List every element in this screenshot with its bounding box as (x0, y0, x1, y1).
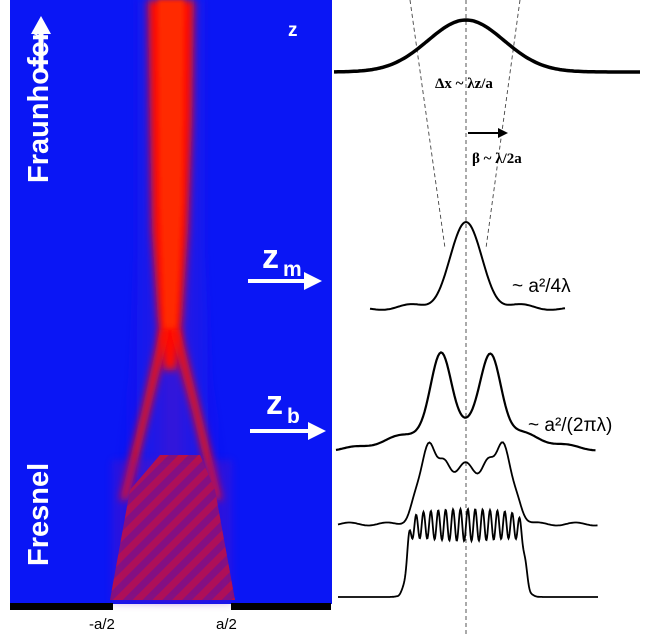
zb-marker: z b (250, 384, 326, 440)
zm-profile (369, 220, 566, 311)
right-arrow-icon (248, 272, 322, 290)
svg-text:Fresnel: Fresnel (23, 463, 55, 566)
aperture: -a/2 a/2 (10, 603, 331, 633)
aperture-left-bar (10, 603, 113, 610)
zb-symbol: z (266, 384, 283, 422)
right-arrow-icon (498, 128, 508, 138)
divergence-formula: β ~ λ/2a (472, 151, 522, 167)
aperture-right-bar (231, 603, 331, 610)
spot-width-formula: Δx ~ λz/a (435, 76, 493, 92)
left-branch (120, 330, 170, 500)
z-axis-label: z (288, 20, 298, 41)
zm-marker: z m (248, 238, 322, 290)
right-arrow-icon (250, 422, 326, 440)
zm-formula: ~ a²/4λ (512, 276, 571, 297)
aperture-left-label: -a/2 (89, 616, 115, 633)
cone-left-line (409, 0, 446, 249)
zb-formula: ~ a²/(2πλ) (528, 415, 612, 436)
far-field-profile (334, 18, 640, 74)
zb-profile (335, 351, 596, 452)
intensity-map: Fraunhofer Fresnel z z m z b (10, 0, 332, 604)
profiles-panel: Δx ~ λz/a β ~ λ/2a ~ a²/4λ ~ a²/(2πλ) (334, 0, 640, 635)
zb-subscript: b (287, 405, 300, 428)
divergence-annotation: β ~ λ/2a (468, 128, 522, 167)
right-branch (170, 330, 222, 500)
zm-symbol: z (262, 238, 279, 276)
cone-right-line (485, 0, 521, 249)
aperture-profile (338, 506, 598, 598)
up-arrow-icon (31, 16, 51, 72)
zm-subscript: m (283, 258, 302, 281)
fresnel-profile (337, 441, 598, 527)
aperture-right-label: a/2 (216, 616, 237, 633)
fresnel-label: Fresnel (23, 463, 55, 566)
